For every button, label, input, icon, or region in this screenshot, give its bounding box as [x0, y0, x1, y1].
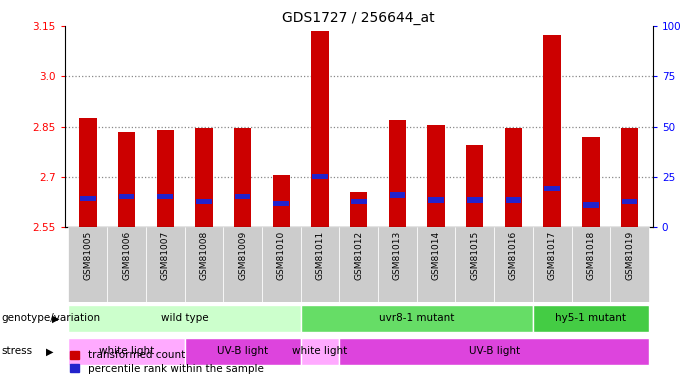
Text: GSM81008: GSM81008 [199, 231, 208, 280]
Bar [119, 194, 135, 200]
Text: stress: stress [1, 346, 33, 356]
Bar [79, 118, 97, 227]
FancyBboxPatch shape [417, 227, 456, 302]
FancyBboxPatch shape [69, 338, 184, 365]
Bar [351, 199, 367, 204]
Text: GSM81017: GSM81017 [547, 231, 557, 280]
Text: hy5-1 mutant: hy5-1 mutant [556, 314, 626, 323]
Text: uvr8-1 mutant: uvr8-1 mutant [379, 314, 454, 323]
Text: GSM81015: GSM81015 [471, 231, 479, 280]
Text: GSM81019: GSM81019 [625, 231, 634, 280]
FancyBboxPatch shape [494, 227, 533, 302]
Bar [505, 128, 522, 227]
Bar [582, 136, 600, 227]
Text: UV-B light: UV-B light [469, 346, 520, 356]
FancyBboxPatch shape [69, 304, 301, 332]
FancyBboxPatch shape [378, 227, 417, 302]
FancyBboxPatch shape [184, 338, 301, 365]
Legend: transformed count, percentile rank within the sample: transformed count, percentile rank withi… [70, 350, 263, 374]
Text: ▶: ▶ [52, 314, 60, 323]
Bar [273, 201, 289, 206]
Bar [389, 120, 406, 227]
Bar [350, 192, 367, 227]
Text: UV-B light: UV-B light [217, 346, 268, 356]
Bar [311, 31, 328, 227]
FancyBboxPatch shape [223, 227, 262, 302]
FancyBboxPatch shape [301, 304, 533, 332]
Text: ▶: ▶ [46, 346, 54, 356]
Text: genotype/variation: genotype/variation [1, 314, 101, 323]
Bar [543, 34, 561, 227]
Bar [312, 174, 328, 179]
FancyBboxPatch shape [184, 227, 223, 302]
Bar [390, 192, 405, 198]
FancyBboxPatch shape [533, 304, 649, 332]
Text: wild type: wild type [160, 314, 208, 323]
Bar [622, 199, 637, 204]
FancyBboxPatch shape [339, 338, 649, 365]
Bar [156, 130, 174, 227]
Bar [273, 175, 290, 227]
Bar [506, 198, 522, 203]
Bar [428, 125, 445, 227]
Bar [234, 128, 252, 227]
Bar [80, 196, 96, 201]
Text: GSM81013: GSM81013 [393, 231, 402, 280]
Bar [118, 132, 135, 227]
Text: GSM81009: GSM81009 [238, 231, 247, 280]
Text: GSM81007: GSM81007 [160, 231, 170, 280]
Text: GSM81018: GSM81018 [586, 231, 596, 280]
Text: GSM81011: GSM81011 [316, 231, 324, 280]
Bar [195, 128, 213, 227]
Bar [583, 202, 598, 208]
Bar [157, 194, 173, 200]
FancyBboxPatch shape [69, 227, 107, 302]
FancyBboxPatch shape [533, 227, 571, 302]
FancyBboxPatch shape [339, 227, 378, 302]
Text: GSM81016: GSM81016 [509, 231, 518, 280]
Text: GSM81006: GSM81006 [122, 231, 131, 280]
Bar [196, 199, 211, 204]
FancyBboxPatch shape [456, 227, 494, 302]
FancyBboxPatch shape [610, 227, 649, 302]
Text: white light: white light [99, 346, 154, 356]
FancyBboxPatch shape [146, 227, 184, 302]
Bar [235, 194, 250, 200]
FancyBboxPatch shape [262, 227, 301, 302]
Bar [467, 198, 483, 203]
Text: GSM81010: GSM81010 [277, 231, 286, 280]
FancyBboxPatch shape [301, 227, 339, 302]
FancyBboxPatch shape [301, 338, 339, 365]
Bar [545, 186, 560, 191]
FancyBboxPatch shape [107, 227, 146, 302]
Bar [428, 198, 444, 203]
Bar [621, 128, 639, 227]
Text: GSM81012: GSM81012 [354, 231, 363, 280]
Text: GSM81005: GSM81005 [84, 231, 92, 280]
Title: GDS1727 / 256644_at: GDS1727 / 256644_at [282, 11, 435, 25]
Text: GSM81014: GSM81014 [432, 231, 441, 280]
Text: white light: white light [292, 346, 347, 356]
FancyBboxPatch shape [571, 227, 610, 302]
Bar [466, 145, 483, 227]
